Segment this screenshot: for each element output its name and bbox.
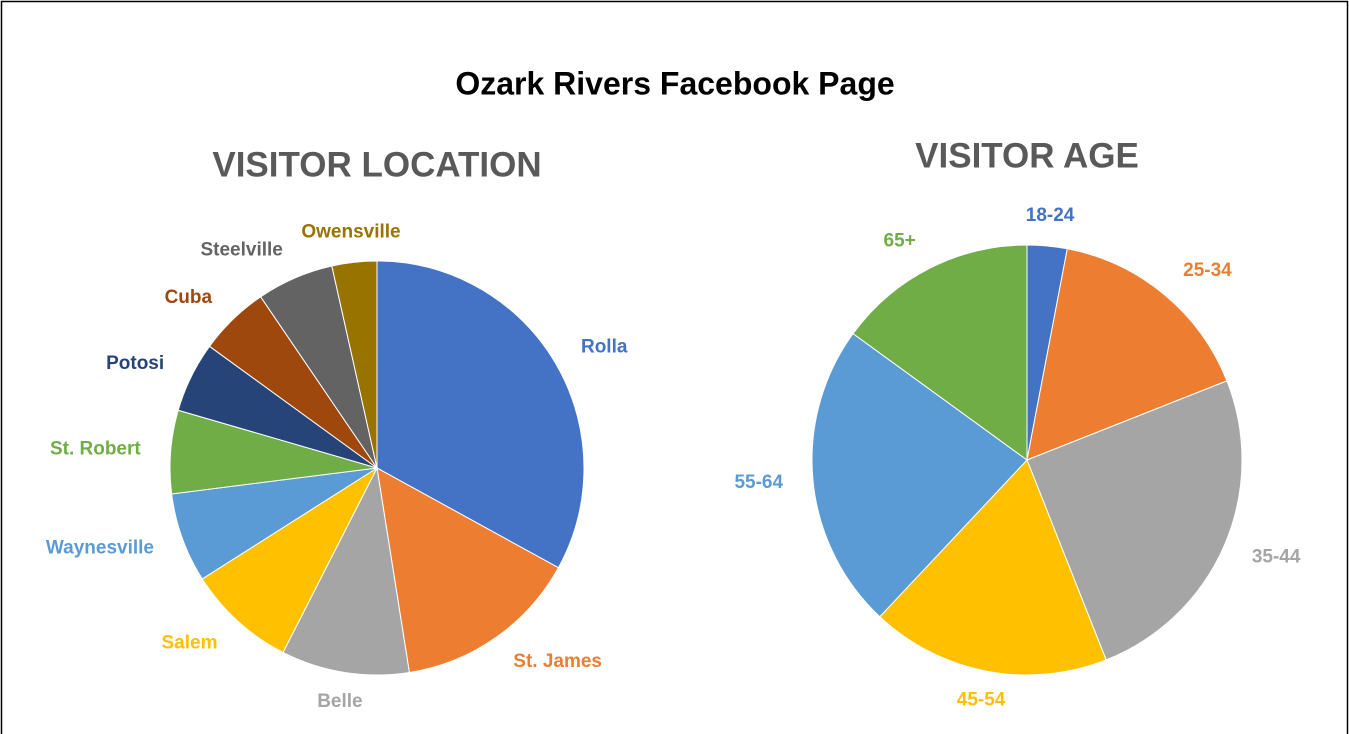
pie-slice (1026, 248, 1228, 461)
pie-slice (331, 260, 378, 469)
chart-title: VISITOR AGE (915, 136, 1139, 175)
pie-slice (879, 459, 1107, 676)
slice-label: Potosi (106, 353, 164, 374)
slice-label: St. James (513, 651, 602, 672)
slice-label: Waynesville (46, 537, 154, 558)
slice-label: 45-54 (957, 690, 1006, 711)
slice-label: Salem (162, 632, 218, 653)
slice-label: 25-34 (1183, 260, 1232, 281)
slice-label: 55-64 (734, 472, 783, 493)
chart-title: VISITOR LOCATION (212, 145, 541, 184)
slice-label: Belle (317, 691, 362, 712)
slice-label: Owensville (301, 221, 400, 242)
slice-label: Steelville (200, 240, 282, 261)
pie-slice (376, 260, 585, 569)
page-title: Ozark Rivers Facebook Page (455, 65, 894, 101)
slice-label: St. Robert (50, 438, 141, 459)
slice-label: Cuba (165, 287, 213, 308)
pie-slice (201, 466, 379, 654)
pie-slice (852, 244, 1028, 461)
pie-slice (376, 467, 560, 674)
slice-label: Rolla (581, 336, 628, 357)
pie-slice (811, 332, 1028, 618)
slice-label: 18-24 (1026, 205, 1075, 226)
slice-label: 65+ (884, 231, 916, 252)
pie-slice (1026, 380, 1243, 661)
pie-slice (282, 466, 410, 676)
slice-label: 35-44 (1252, 546, 1301, 567)
